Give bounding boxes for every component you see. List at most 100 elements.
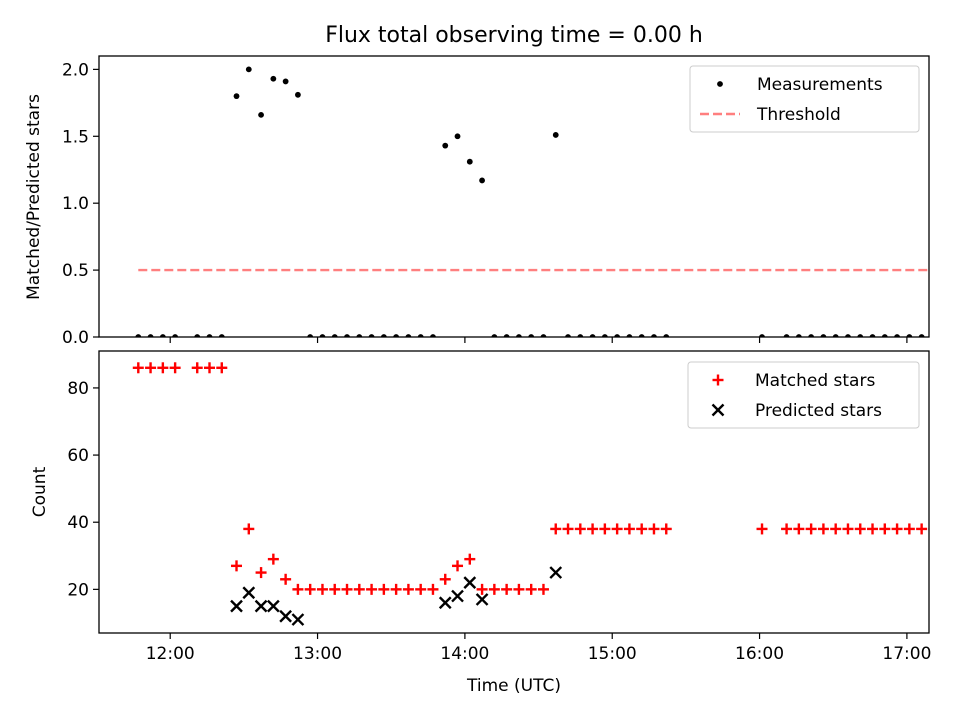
data-point — [805, 523, 817, 535]
data-point — [599, 523, 611, 535]
data-point — [589, 334, 596, 337]
data-point — [611, 523, 623, 535]
data-point — [891, 523, 903, 535]
data-point — [438, 596, 452, 610]
data-point — [881, 334, 888, 337]
data-point — [353, 583, 365, 595]
y-tick-label: 0.0 — [62, 328, 89, 348]
top-panel: 0.0 0.5 1.0 1.5 2.0 Measurements Threshold — [62, 55, 930, 348]
marker-stroke — [267, 599, 280, 613]
data-point — [442, 142, 449, 149]
data-point — [817, 523, 829, 535]
data-point — [216, 362, 228, 374]
data-point — [941, 523, 952, 534]
data-point — [475, 593, 489, 606]
data-point — [577, 334, 584, 337]
data-point — [663, 334, 670, 337]
x-tick-label: 14:00 — [440, 644, 489, 664]
data-point — [832, 334, 839, 337]
data-point — [430, 334, 436, 337]
data-point — [329, 583, 341, 595]
y-tick-label: 1.0 — [62, 194, 89, 214]
data-point — [356, 334, 363, 337]
data-point — [549, 566, 563, 579]
marker-stroke — [451, 589, 464, 603]
data-point — [501, 583, 513, 595]
data-point — [867, 523, 879, 535]
data-point — [648, 523, 660, 535]
data-point — [830, 523, 842, 535]
data-point — [390, 583, 402, 595]
data-point — [491, 334, 498, 337]
marker-stroke — [230, 599, 243, 613]
data-point — [267, 599, 280, 613]
data-point — [258, 111, 264, 118]
data-point — [319, 334, 326, 337]
data-point — [291, 613, 305, 626]
top-y-axis-label: Matched/Predicted stars — [24, 94, 44, 300]
data-point — [368, 334, 375, 337]
data-point — [292, 583, 304, 595]
data-point — [393, 334, 400, 337]
data-point — [427, 583, 439, 595]
data-point — [267, 553, 279, 565]
marker-stroke — [438, 596, 452, 610]
x-tick-label: 15:00 — [588, 644, 637, 664]
plot-frame — [98, 350, 930, 634]
data-point — [295, 91, 301, 98]
x-axis-label: Time (UTC) — [466, 676, 561, 696]
data-point — [626, 334, 633, 337]
data-point — [402, 583, 414, 595]
data-point — [711, 403, 725, 417]
data-point — [341, 583, 353, 595]
data-point — [233, 93, 240, 100]
marker-stroke — [254, 599, 268, 613]
legend: Matched stars Predicted stars — [687, 361, 920, 429]
data-point — [845, 334, 851, 337]
data-point — [879, 523, 891, 535]
data-point — [145, 362, 157, 374]
data-point — [574, 523, 586, 535]
data-point — [417, 334, 424, 337]
data-point — [869, 334, 876, 337]
marker-stroke — [291, 613, 305, 626]
marker-stroke — [279, 609, 292, 623]
data-point — [464, 553, 476, 565]
data-point — [781, 523, 793, 535]
data-point — [280, 573, 292, 585]
data-point — [231, 560, 243, 572]
marker-stroke — [549, 566, 563, 579]
data-point — [565, 334, 571, 337]
data-point — [638, 334, 645, 337]
data-point — [516, 334, 522, 337]
data-point — [254, 599, 268, 613]
data-point — [857, 334, 864, 337]
data-point — [537, 583, 549, 595]
plot-data — [135, 66, 929, 337]
data-point — [528, 334, 535, 337]
data-point — [245, 66, 252, 73]
data-point — [159, 334, 166, 337]
data-point — [928, 527, 929, 531]
data-point — [218, 334, 225, 337]
data-point — [955, 523, 960, 534]
data-point — [525, 583, 537, 595]
data-point — [451, 589, 464, 603]
legend-label: Measurements — [757, 75, 883, 95]
data-point — [304, 583, 316, 595]
data-point — [513, 583, 525, 595]
data-point — [147, 334, 154, 337]
y-tick-label: 1.5 — [62, 127, 89, 147]
data-point — [906, 334, 913, 337]
data-point — [157, 362, 169, 374]
data-point — [405, 334, 412, 337]
data-point — [452, 560, 464, 572]
marker-stroke — [475, 593, 489, 606]
data-point — [366, 583, 378, 595]
data-point — [550, 523, 562, 535]
data-point — [172, 334, 179, 337]
data-point — [636, 523, 648, 535]
y-tick-label: 80 — [67, 379, 89, 399]
data-point — [601, 334, 608, 337]
data-point — [479, 177, 485, 184]
